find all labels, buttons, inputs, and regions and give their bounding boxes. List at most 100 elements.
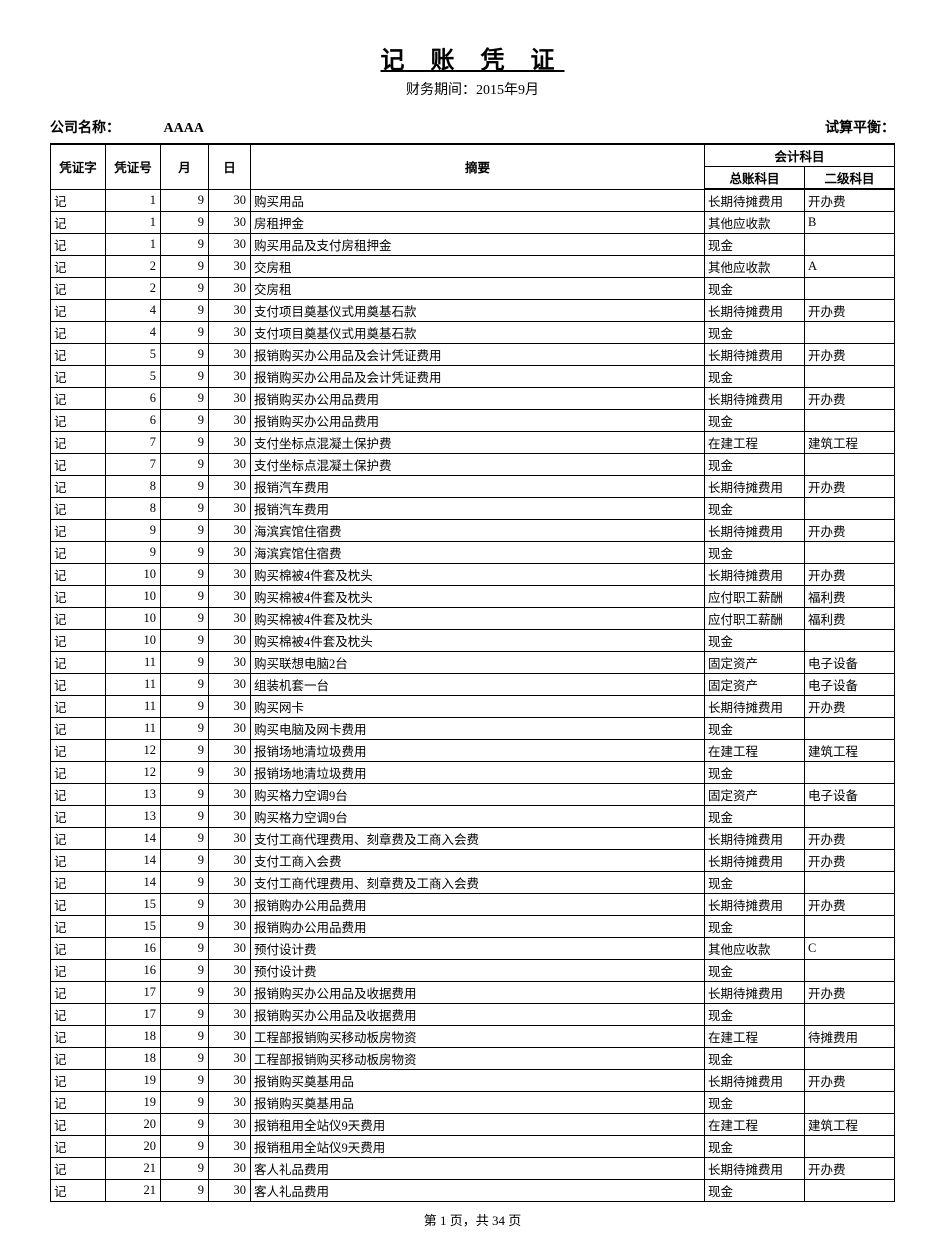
cell-sub-account: 建筑工程 xyxy=(804,740,894,762)
cell-voucher-no: 11 xyxy=(106,696,161,718)
cell-voucher-no: 16 xyxy=(106,938,161,960)
cell-gl-account: 长期待摊费用 xyxy=(704,1070,804,1092)
cell-month: 9 xyxy=(161,1158,209,1180)
cell-voucher-word: 记 xyxy=(51,718,106,740)
cell-gl-account: 固定资产 xyxy=(704,652,804,674)
cell-voucher-no: 1 xyxy=(106,212,161,234)
table-row: 记8930报销汽车费用长期待摊费用开办费 xyxy=(51,476,895,498)
cell-sub-account xyxy=(804,366,894,388)
cell-gl-account: 现金 xyxy=(704,1136,804,1158)
cell-voucher-word: 记 xyxy=(51,1026,106,1048)
cell-summary: 报销购办公用品费用 xyxy=(251,894,705,916)
cell-month: 9 xyxy=(161,674,209,696)
col-day: 日 xyxy=(209,144,251,189)
cell-voucher-word: 记 xyxy=(51,256,106,278)
cell-gl-account: 长期待摊费用 xyxy=(704,388,804,410)
cell-voucher-word: 记 xyxy=(51,586,106,608)
cell-month: 9 xyxy=(161,652,209,674)
company-block: 公司名称： AAAA xyxy=(50,117,204,137)
table-row: 记21930客人礼品费用现金 xyxy=(51,1180,895,1202)
page-footer: 第 1 页，共 34 页 xyxy=(50,1210,895,1229)
cell-voucher-no: 19 xyxy=(106,1070,161,1092)
cell-sub-account: 开办费 xyxy=(804,564,894,586)
cell-sub-account xyxy=(804,322,894,344)
table-row: 记4930支付项目奠基仪式用奠基石款长期待摊费用开办费 xyxy=(51,300,895,322)
table-row: 记6930报销购买办公用品费用现金 xyxy=(51,410,895,432)
cell-month: 9 xyxy=(161,564,209,586)
cell-voucher-word: 记 xyxy=(51,1114,106,1136)
cell-day: 30 xyxy=(209,300,251,322)
cell-gl-account: 现金 xyxy=(704,1004,804,1026)
table-head: 凭证字 凭证号 月 日 摘要 会计科目 总账科目 二级科目 xyxy=(51,144,895,189)
cell-sub-account: 开办费 xyxy=(804,894,894,916)
table-row: 记17930报销购买办公用品及收据费用长期待摊费用开办费 xyxy=(51,982,895,1004)
cell-day: 30 xyxy=(209,938,251,960)
cell-voucher-no: 2 xyxy=(106,256,161,278)
cell-voucher-word: 记 xyxy=(51,696,106,718)
cell-summary: 交房租 xyxy=(251,256,705,278)
table-row: 记20930报销租用全站仪9天费用在建工程建筑工程 xyxy=(51,1114,895,1136)
cell-voucher-word: 记 xyxy=(51,872,106,894)
col-month: 月 xyxy=(161,144,209,189)
cell-day: 30 xyxy=(209,344,251,366)
cell-voucher-word: 记 xyxy=(51,189,106,212)
table-row: 记7930支付坐标点混凝土保护费现金 xyxy=(51,454,895,476)
table-row: 记21930客人礼品费用长期待摊费用开办费 xyxy=(51,1158,895,1180)
cell-month: 9 xyxy=(161,256,209,278)
table-row: 记6930报销购买办公用品费用长期待摊费用开办费 xyxy=(51,388,895,410)
cell-sub-account: B xyxy=(804,212,894,234)
cell-day: 30 xyxy=(209,1136,251,1158)
cell-sub-account xyxy=(804,630,894,652)
col-voucher-no: 凭证号 xyxy=(106,144,161,189)
table-row: 记16930预付设计费其他应收款C xyxy=(51,938,895,960)
cell-voucher-word: 记 xyxy=(51,674,106,696)
cell-gl-account: 现金 xyxy=(704,630,804,652)
cell-gl-account: 长期待摊费用 xyxy=(704,520,804,542)
cell-day: 30 xyxy=(209,718,251,740)
cell-sub-account: 开办费 xyxy=(804,696,894,718)
table-row: 记9930海滨宾馆住宿费现金 xyxy=(51,542,895,564)
cell-gl-account: 在建工程 xyxy=(704,432,804,454)
period-value: 2015年9月 xyxy=(476,83,539,98)
cell-day: 30 xyxy=(209,256,251,278)
cell-day: 30 xyxy=(209,212,251,234)
cell-gl-account: 在建工程 xyxy=(704,740,804,762)
cell-sub-account xyxy=(804,1180,894,1202)
cell-day: 30 xyxy=(209,388,251,410)
cell-sub-account: 开办费 xyxy=(804,982,894,1004)
cell-day: 30 xyxy=(209,476,251,498)
cell-sub-account: 开办费 xyxy=(804,476,894,498)
cell-voucher-word: 记 xyxy=(51,740,106,762)
cell-summary: 房租押金 xyxy=(251,212,705,234)
cell-sub-account xyxy=(804,278,894,300)
cell-gl-account: 现金 xyxy=(704,542,804,564)
cell-gl-account: 长期待摊费用 xyxy=(704,982,804,1004)
cell-gl-account: 现金 xyxy=(704,718,804,740)
cell-voucher-no: 14 xyxy=(106,872,161,894)
cell-voucher-word: 记 xyxy=(51,476,106,498)
table-row: 记12930报销场地清垃圾费用在建工程建筑工程 xyxy=(51,740,895,762)
cell-month: 9 xyxy=(161,1114,209,1136)
company-label: 公司名称： xyxy=(50,121,120,136)
table-row: 记20930报销租用全站仪9天费用现金 xyxy=(51,1136,895,1158)
cell-gl-account: 固定资产 xyxy=(704,784,804,806)
cell-summary: 报销购买办公用品费用 xyxy=(251,410,705,432)
cell-day: 30 xyxy=(209,850,251,872)
cell-gl-account: 现金 xyxy=(704,916,804,938)
cell-sub-account: 开办费 xyxy=(804,1070,894,1092)
cell-sub-account: 开办费 xyxy=(804,850,894,872)
cell-summary: 组装机套一台 xyxy=(251,674,705,696)
cell-summary: 报销购买办公用品及收据费用 xyxy=(251,1004,705,1026)
cell-sub-account: C xyxy=(804,938,894,960)
cell-sub-account: 待摊费用 xyxy=(804,1026,894,1048)
cell-voucher-no: 18 xyxy=(106,1048,161,1070)
cell-voucher-word: 记 xyxy=(51,388,106,410)
cell-voucher-word: 记 xyxy=(51,608,106,630)
table-row: 记2930交房租其他应收款A xyxy=(51,256,895,278)
cell-day: 30 xyxy=(209,916,251,938)
table-row: 记10930购买棉被4件套及枕头应付职工薪酬福利费 xyxy=(51,586,895,608)
cell-sub-account: 开办费 xyxy=(804,520,894,542)
cell-month: 9 xyxy=(161,850,209,872)
cell-sub-account xyxy=(804,916,894,938)
cell-voucher-no: 13 xyxy=(106,784,161,806)
